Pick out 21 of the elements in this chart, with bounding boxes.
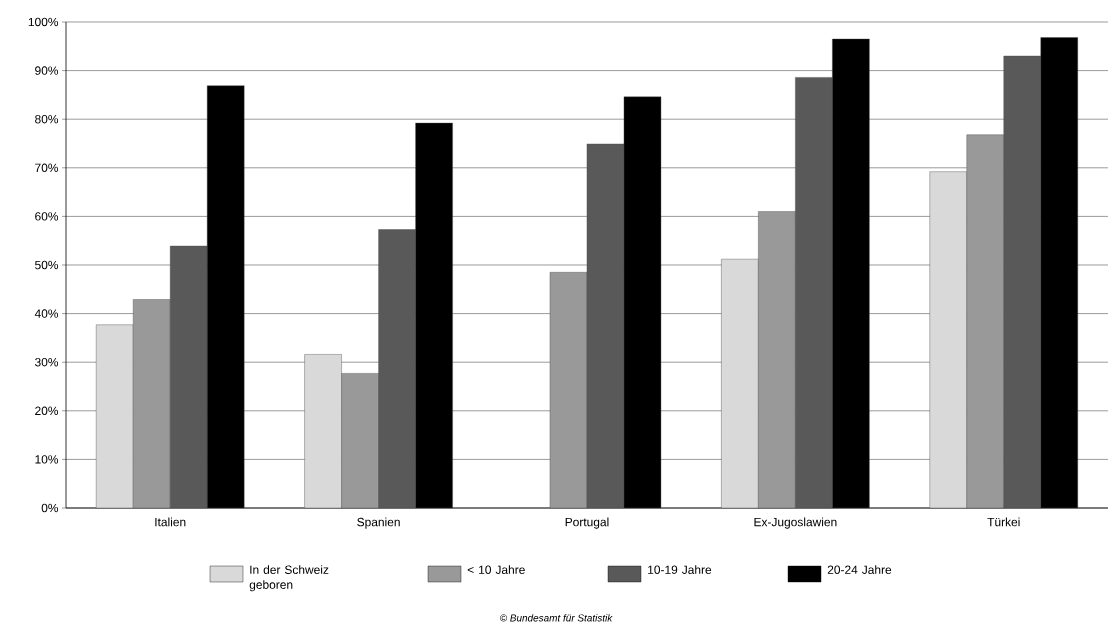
y-tick-label: 50% — [35, 260, 59, 270]
y-tick-label: 30% — [35, 357, 59, 367]
x-tick-label: Italien — [155, 517, 186, 527]
legend-label: < 10 Jahre — [467, 565, 525, 574]
y-tick-label: 100% — [28, 17, 59, 27]
y-tick-label: 10% — [35, 455, 59, 464]
x-tick-label: Portugal — [565, 517, 609, 529]
y-tick-label: 0% — [41, 503, 59, 513]
y-tick-label: 90% — [35, 66, 59, 75]
x-tick-label: Ex-Jugoslawien — [754, 517, 837, 529]
y-tick-label: 70% — [35, 163, 59, 173]
y-tick-label: 60% — [35, 212, 59, 221]
text: © Bundesamt für Statistik — [500, 614, 613, 622]
legend-label: 20-24 Jahre — [827, 565, 892, 574]
y-tick-label: 20% — [35, 406, 59, 416]
legend-label: 10-19 Jahre — [648, 565, 712, 574]
x-tick-label: Spanien — [357, 517, 400, 529]
legend-label: In der Schweiz geboren — [249, 565, 329, 592]
x-tick-label: Türkei — [987, 517, 1020, 527]
y-tick-label: 80% — [35, 114, 59, 124]
y-tick-label: 40% — [34, 309, 59, 318]
